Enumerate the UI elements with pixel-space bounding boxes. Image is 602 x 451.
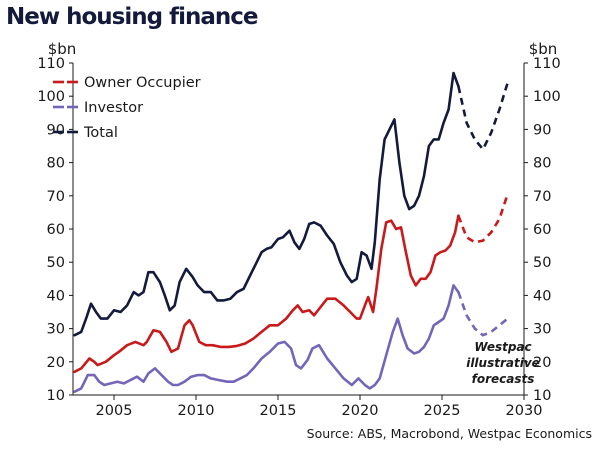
y-tick-label-left: 50 <box>47 255 65 271</box>
x-tick-label: 2005 <box>96 403 133 419</box>
source-note: Source: ABS, Macrobond, Westpac Economic… <box>306 426 592 441</box>
forecast-line-total <box>457 82 509 151</box>
series-lines <box>73 71 509 394</box>
y-tick-label-left: 40 <box>47 288 65 304</box>
annotation-line: illustrative <box>466 356 540 370</box>
forecast-line-investor <box>457 291 509 337</box>
y-tick-label-left: 30 <box>47 322 65 338</box>
y-tick-label-right: 50 <box>533 255 551 271</box>
x-tick-label: 2025 <box>424 403 461 419</box>
y-tick-label-left: 90 <box>47 122 65 138</box>
series-line-investor <box>73 284 460 394</box>
legend-label: Owner Occupier <box>84 75 201 91</box>
y-tick-label-left: 20 <box>47 355 65 371</box>
right-axis-unit: $bn <box>529 40 558 58</box>
y-tick-label-right: 40 <box>533 288 551 304</box>
forecast-annotation: Westpac illustrative forecasts <box>466 340 540 386</box>
y-tick-label-right: 100 <box>533 89 561 105</box>
y-tick-label-left: 60 <box>47 222 65 238</box>
x-tick-label: 2015 <box>260 403 297 419</box>
legend-label: Investor <box>84 100 143 116</box>
legend: Owner Occupier Investor Total <box>53 75 201 141</box>
series-line-total <box>73 71 460 337</box>
x-tick-label: 2020 <box>342 403 379 419</box>
y-tick-label-left: 100 <box>37 89 65 105</box>
y-tick-label-right: 70 <box>533 189 551 205</box>
x-tick-label: 2030 <box>506 403 543 419</box>
chart-title: New housing finance <box>6 4 258 30</box>
series-line-owner-occupier <box>73 214 460 374</box>
y-tick-label-right: 10 <box>533 388 551 404</box>
y-tick-label-right: 30 <box>533 322 551 338</box>
plot-frame <box>69 62 528 400</box>
y-tick-label-right: 20 <box>533 355 551 371</box>
left-axis-unit: $bn <box>48 40 77 58</box>
x-tick-label: 2010 <box>178 403 215 419</box>
y-tick-label-left: 10 <box>47 388 65 404</box>
y-tick-label-left: 80 <box>47 156 65 172</box>
y-tick-label-right: 110 <box>533 56 561 72</box>
y-tick-label-left: 70 <box>47 189 65 205</box>
annotation-line: Westpac <box>474 340 531 354</box>
y-tick-label-right: 90 <box>533 122 551 138</box>
annotation-line: forecasts <box>472 372 535 386</box>
forecast-line-owner-occupier <box>457 193 509 244</box>
y-tick-label-right: 60 <box>533 222 551 238</box>
legend-label: Total <box>83 125 118 141</box>
y-tick-label-left: 110 <box>37 56 65 72</box>
y-tick-label-right: 80 <box>533 156 551 172</box>
